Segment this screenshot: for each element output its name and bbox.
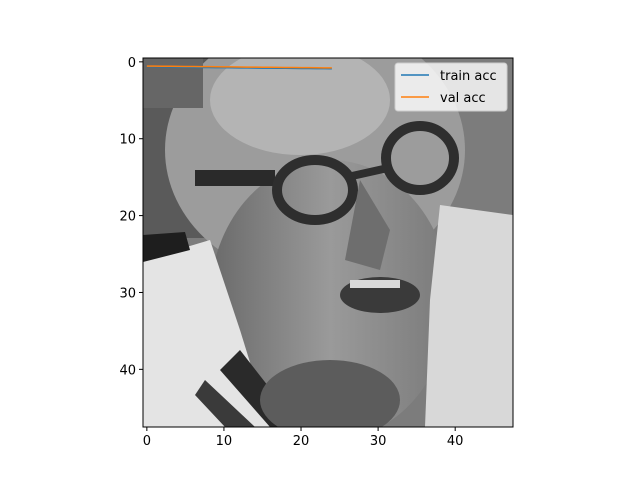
x-tick-label: 10 — [216, 434, 233, 449]
legend: train acc val acc — [394, 62, 508, 112]
series-line-val-acc — [146, 65, 332, 69]
axes-frame — [142, 57, 514, 428]
grayscale-face-image — [143, 58, 513, 427]
y-tick-label: 0 — [128, 56, 136, 71]
x-tick-label: 40 — [447, 434, 464, 449]
y-tick-label: 10 — [119, 133, 136, 148]
x-tick-label: 0 — [143, 434, 151, 449]
legend-label-val-acc: val acc — [440, 91, 486, 106]
y-tick-label: 30 — [119, 286, 136, 301]
x-tick-label: 30 — [370, 434, 387, 449]
y-tick-label: 40 — [119, 363, 136, 378]
legend-label-train-acc: train acc — [440, 69, 497, 84]
y-tick-label: 20 — [119, 210, 136, 225]
x-tick-label: 20 — [293, 434, 310, 449]
